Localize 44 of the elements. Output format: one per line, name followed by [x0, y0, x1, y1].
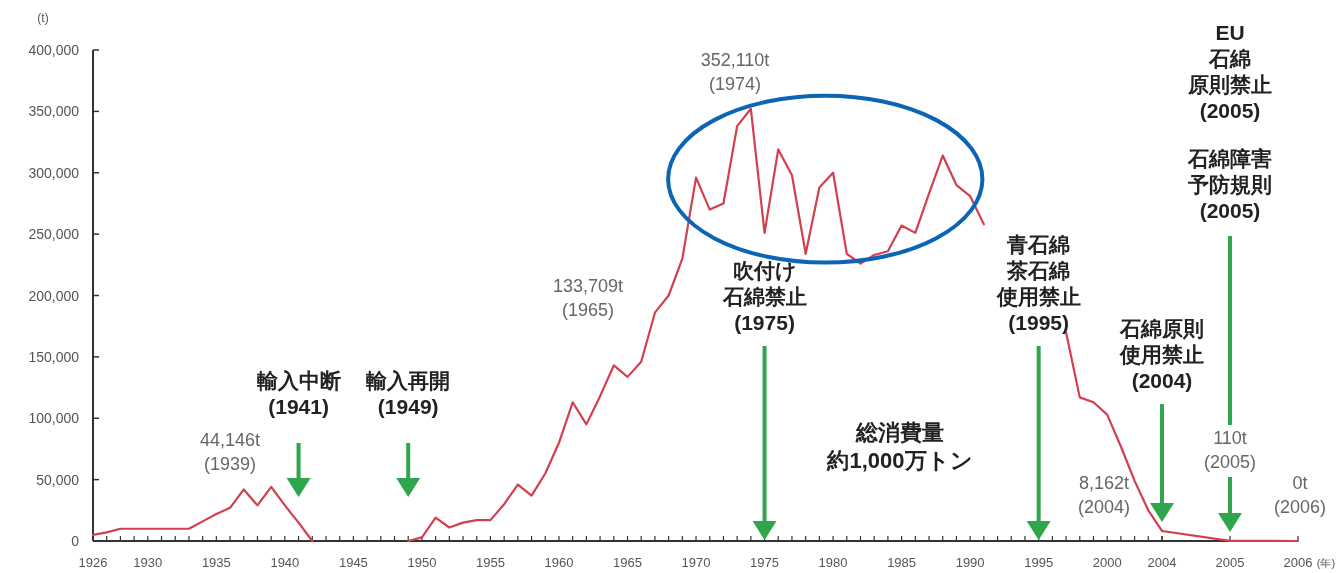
x-tick-label: 1940: [270, 555, 300, 570]
x-tick-label: 2006: [1283, 555, 1313, 570]
annotation: EU石綿原則禁止(2005): [1187, 21, 1272, 122]
annotation: 石綿原則使用禁止(2004): [1119, 317, 1204, 392]
y-tick-label: 200,000: [28, 287, 80, 304]
x-tick-label: 1970: [681, 555, 711, 570]
annotation: 総消費量約1,000万トン: [826, 420, 973, 473]
x-tick-label: 2000: [1092, 555, 1122, 570]
y-tick-label: 150,000: [28, 348, 80, 365]
x-tick-label: 1935: [201, 555, 231, 570]
annotation: 輸入中断(1941): [255, 369, 341, 418]
x-tick-label: 1950: [407, 555, 437, 570]
x-tick-label: 1960: [544, 555, 574, 570]
x-tick-label: 1995: [1024, 555, 1054, 570]
x-tick-label: 2004: [1147, 555, 1177, 570]
y-tick-label: 100,000: [28, 410, 80, 427]
x-tick-label: 1975: [750, 555, 780, 570]
y-tick-label: 0: [71, 533, 80, 549]
annotation: 110t (2005): [1203, 428, 1257, 472]
y-axis-title: (t): [37, 11, 49, 25]
annotation: 青石綿茶石綿使用禁止(1995): [995, 233, 1081, 334]
annotation: 8,162t (2004): [1077, 472, 1131, 517]
y-tick-label: 50,000: [36, 471, 80, 488]
y-tick-label: 250,000: [28, 226, 80, 243]
annotation: 輸入再開(1949): [365, 369, 451, 418]
annotation: 44,146t (1939): [199, 430, 261, 474]
annotation: 0t (2006): [1273, 473, 1327, 517]
y-tick-label: 300,000: [28, 164, 80, 181]
x-tick-label: 1965: [613, 555, 642, 570]
x-tick-label: 1990: [955, 555, 985, 570]
y-tick-label: 350,000: [28, 103, 80, 120]
annotation: 吹付け石綿禁止(1975): [721, 259, 807, 334]
annotation: 352,110t (1974): [700, 50, 770, 94]
y-tick-label: 400,000: [28, 42, 80, 58]
x-tick-label: 1980: [818, 555, 848, 570]
x-tick-label: 1955: [475, 555, 505, 570]
x-tick-label: 2005: [1215, 555, 1245, 570]
x-tick-label: 1985: [887, 555, 917, 570]
x-tick-label: 1926: [78, 555, 108, 570]
annotation: 133,709t (1965): [552, 276, 624, 320]
x-tick-label: 1930: [133, 555, 163, 570]
x-tick-label: 1945: [338, 555, 368, 570]
x-axis-title: (年): [1316, 557, 1336, 569]
annotation: 石綿障害予防規則(2005): [1187, 147, 1272, 222]
